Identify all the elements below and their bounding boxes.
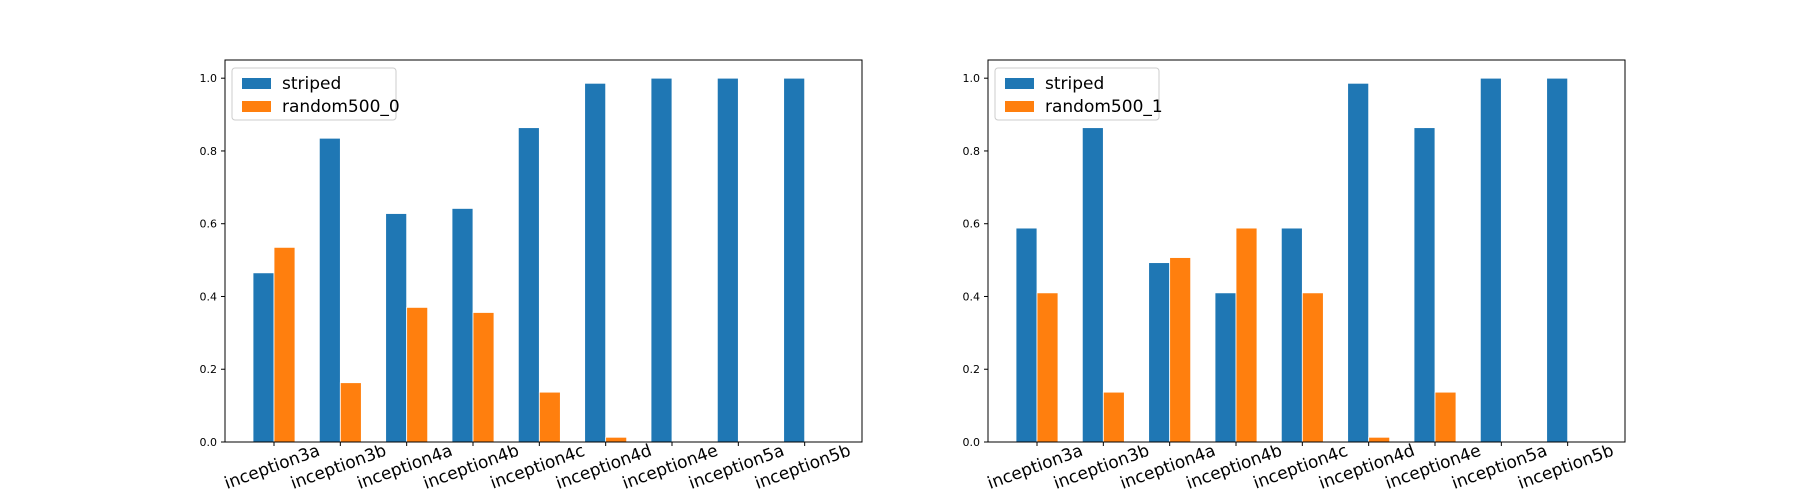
- legend-label-striped: striped: [282, 74, 341, 94]
- bar-striped-inception5a: [716, 77, 739, 443]
- bar-random500_1-inception4d: [1368, 436, 1391, 443]
- bar-striped-inception3a: [252, 272, 275, 443]
- bar-striped-inception4e: [650, 77, 673, 443]
- axes-frame: [987, 59, 1626, 443]
- y-tick-label: 0.0: [963, 436, 981, 449]
- bar-striped-inception4d: [1347, 82, 1370, 443]
- legend-swatch-random500_0: [242, 101, 271, 112]
- y-tick-label: 0.0: [200, 436, 218, 449]
- y-tick-label: 0.2: [200, 363, 218, 376]
- bar-striped-inception4a: [1148, 262, 1171, 443]
- bar-striped-inception3a: [1015, 227, 1038, 443]
- bar-random500_0-inception4b: [472, 312, 495, 443]
- legend-box: [231, 67, 397, 121]
- y-tick-label: 1.0: [963, 72, 981, 85]
- legend-label-random500_0: random500_0: [282, 97, 400, 117]
- bar-random500_1-inception4c: [1301, 292, 1324, 443]
- bar-random500_1-inception4a: [1169, 257, 1192, 443]
- bar-striped-inception4b: [451, 208, 474, 443]
- y-tick-label: 0.8: [200, 145, 218, 158]
- y-tick-label: 0.4: [200, 290, 218, 303]
- bar-random500_0-inception4a: [406, 306, 429, 443]
- chart-panel-left: 0.00.20.40.60.81.0inception3ainception3b…: [200, 59, 863, 494]
- bar-random500_1-inception3a: [1036, 292, 1059, 443]
- y-tick-label: 0.6: [963, 218, 981, 231]
- bar-striped-inception4e: [1413, 127, 1436, 443]
- axes-frame: [224, 59, 863, 443]
- y-tick-label: 1.0: [200, 72, 218, 85]
- bar-striped-inception3b: [1081, 127, 1104, 443]
- bar-random500_1-inception4b: [1235, 227, 1258, 443]
- bar-random500_0-inception3b: [339, 382, 362, 443]
- y-tick-label: 0.4: [963, 290, 981, 303]
- bar-random500_0-inception4d: [605, 436, 628, 443]
- bar-striped-inception5a: [1479, 77, 1502, 443]
- y-tick-label: 0.6: [200, 218, 218, 231]
- bar-striped-inception5b: [783, 77, 806, 443]
- y-tick-label: 0.2: [963, 363, 981, 376]
- y-tick-label: 0.8: [963, 145, 981, 158]
- legend-box: [994, 67, 1160, 121]
- chart-panel-right: 0.00.20.40.60.81.0inception3ainception3b…: [963, 59, 1626, 494]
- bar-striped-inception4c: [517, 127, 540, 443]
- bar-striped-inception4a: [385, 213, 408, 443]
- bar-striped-inception4b: [1214, 292, 1237, 443]
- bar-striped-inception4c: [1280, 227, 1303, 443]
- legend-swatch-striped: [242, 78, 271, 89]
- legend-label-random500_1: random500_1: [1045, 97, 1163, 117]
- bar-random500_1-inception4e: [1434, 391, 1457, 443]
- bar-random500_1-inception3b: [1102, 391, 1125, 443]
- bar-striped-inception5b: [1546, 77, 1569, 443]
- bar-random500_0-inception3a: [273, 246, 296, 443]
- bar-random500_0-inception4c: [538, 391, 561, 443]
- legend-swatch-striped: [1005, 78, 1034, 89]
- legend-label-striped: striped: [1045, 74, 1104, 94]
- bar-striped-inception3b: [318, 137, 341, 443]
- legend-swatch-random500_1: [1005, 101, 1034, 112]
- bar-striped-inception4d: [584, 82, 607, 443]
